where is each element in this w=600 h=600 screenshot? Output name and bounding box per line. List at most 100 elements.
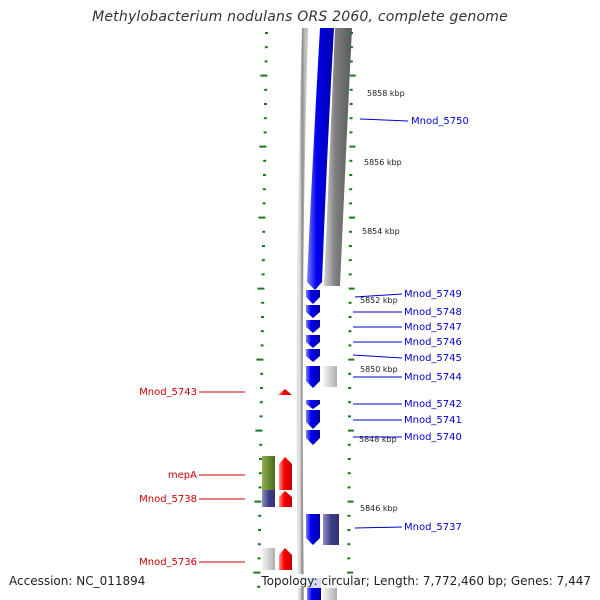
tick-mark — [258, 514, 262, 517]
tick-mark — [259, 458, 262, 460]
tick-mark — [349, 46, 353, 49]
tick-mark — [349, 131, 353, 134]
gene-mnod-5744 — [306, 366, 320, 388]
tick-mark — [257, 287, 265, 290]
gene-olive — [262, 456, 275, 490]
tick-mark — [347, 486, 351, 489]
tick-mark — [260, 372, 264, 375]
gene-label[interactable]: Mnod_5737 — [404, 522, 462, 533]
gene-label[interactable]: Mnod_5747 — [404, 322, 462, 333]
left-tick-track — [253, 32, 268, 588]
tick-mark — [348, 344, 352, 347]
tick-mark — [347, 571, 354, 574]
tick-mark — [259, 401, 263, 404]
tick-mark — [261, 273, 265, 276]
scale-label: 5852 kbp — [360, 296, 398, 305]
tick-mark — [349, 216, 356, 219]
scale-label: 5858 kbp — [367, 89, 405, 98]
gene-label[interactable]: Mnod_5748 — [404, 307, 462, 318]
tick-mark — [263, 131, 267, 134]
tick-mark — [349, 188, 353, 191]
tick-mark — [347, 472, 351, 475]
tick-mark — [264, 60, 268, 63]
tick-mark — [263, 117, 267, 120]
right-tick-track — [347, 32, 356, 588]
tick-mark — [348, 273, 352, 276]
gene-mnod-5749 — [306, 290, 320, 304]
map-title: Methylobacterium nodulans ORS 2060, comp… — [92, 9, 508, 25]
gene-mnod-5740 — [306, 430, 320, 445]
gene-label[interactable]: Mnod_5742 — [404, 399, 462, 410]
tick-mark — [347, 557, 351, 560]
leader-line — [352, 354, 403, 359]
gene-labels: Mnod_5750 Mnod_5749 Mnod_5748 Mnod_5747 Mnod… — [139, 116, 469, 568]
tick-mark — [259, 415, 263, 418]
tick-mark — [259, 443, 263, 446]
tick-mark — [347, 500, 354, 503]
gene-label[interactable]: Mnod_5745 — [404, 353, 462, 364]
tick-mark — [264, 46, 268, 49]
gene-mnod-5746 — [306, 335, 320, 348]
scale-labels: 5858 kbp 5856 kbp 5854 kbp 5852 kbp 5850 kbp… — [359, 89, 405, 513]
gene-label[interactable]: mepA — [168, 470, 197, 481]
tick-mark — [347, 529, 351, 531]
tick-mark — [255, 429, 263, 432]
tick-mark — [258, 216, 266, 219]
tick-mark — [264, 88, 268, 91]
scale-label: 5856 kbp — [364, 158, 402, 167]
gene-mnod-5738 — [279, 491, 292, 507]
tick-mark — [258, 472, 262, 475]
tick-mark — [258, 529, 261, 531]
grey-gene-band — [324, 28, 352, 286]
scale-label: 5850 kbp — [360, 365, 398, 374]
tick-mark — [348, 245, 352, 247]
gene-label[interactable]: Mnod_5741 — [404, 415, 462, 426]
gene-mnod-5737 — [306, 514, 320, 545]
gene-mnod-5747 — [306, 320, 320, 333]
gene-label[interactable]: Mnod_5740 — [404, 432, 462, 443]
tick-mark — [349, 74, 356, 77]
gene-mnod-5743 — [278, 389, 292, 395]
gene-purple-near-5737 — [323, 514, 339, 545]
gene-label[interactable]: Mnod_5749 — [404, 289, 462, 300]
tick-mark — [349, 117, 353, 120]
backbone-arc — [296, 27, 308, 600]
tick-mark — [348, 387, 352, 389]
gene-purple-5738 — [262, 490, 275, 507]
tick-mark — [347, 415, 351, 418]
gene-mnod-5750 — [307, 28, 334, 290]
tick-mark — [260, 344, 264, 347]
gene-label[interactable]: Mnod_5743 — [139, 387, 197, 398]
tick-mark — [260, 387, 263, 389]
tick-mark — [347, 458, 351, 460]
gene-label[interactable]: Mnod_5738 — [139, 494, 197, 505]
tick-mark — [348, 401, 352, 404]
gene-mnod-5741 — [306, 410, 320, 429]
scale-label: 5846 kbp — [360, 504, 398, 513]
tick-mark — [348, 316, 352, 318]
gene-label[interactable]: Mnod_5746 — [404, 337, 462, 348]
gene-mnod-5748 — [306, 305, 320, 318]
leader-line — [359, 118, 409, 122]
tick-mark — [261, 259, 265, 262]
tick-mark — [254, 500, 262, 503]
tick-mark — [259, 145, 267, 148]
leader-line — [354, 293, 403, 298]
leader-line — [354, 526, 403, 529]
tick-mark — [349, 88, 353, 91]
tick-mark — [262, 202, 266, 205]
tick-mark — [347, 443, 351, 446]
tick-mark — [257, 585, 261, 588]
tick-mark — [348, 372, 352, 375]
tick-mark — [260, 74, 268, 77]
tick-mark — [348, 358, 355, 361]
tick-mark — [262, 245, 265, 247]
gene-label[interactable]: Mnod_5750 — [411, 116, 469, 127]
gene-label[interactable]: Mnod_5744 — [404, 372, 462, 383]
gene-grey-5736 — [262, 548, 275, 570]
tick-mark — [265, 32, 268, 34]
tick-mark — [260, 330, 264, 333]
gene-label[interactable]: Mnod_5736 — [139, 557, 197, 568]
gene-mnod-5745 — [306, 349, 320, 362]
tick-mark — [263, 159, 267, 162]
